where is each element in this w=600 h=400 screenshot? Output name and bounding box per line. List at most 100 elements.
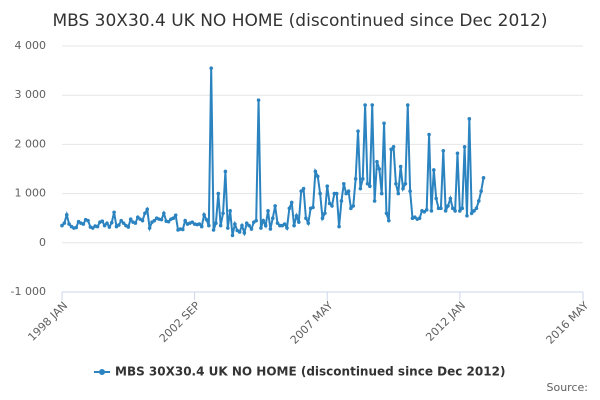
y-tick-label: 0: [39, 236, 46, 249]
point: [199, 224, 204, 229]
chart-title: MBS 30X30.4 UK NO HOME (discontinued sin…: [52, 11, 547, 31]
point: [64, 212, 69, 217]
point: [202, 212, 206, 217]
point: [427, 132, 431, 137]
point: [368, 184, 372, 189]
point: [379, 191, 384, 196]
point: [207, 223, 211, 228]
point: [304, 216, 308, 220]
point: [211, 228, 216, 232]
x-tick-label: 2002 SEP: [157, 299, 203, 345]
point: [434, 196, 438, 201]
point: [282, 222, 287, 226]
point: [469, 211, 474, 216]
point: [363, 103, 367, 107]
point: [216, 191, 221, 196]
point: [268, 227, 273, 231]
point: [166, 219, 171, 224]
point: [140, 218, 145, 223]
point: [190, 220, 195, 224]
point: [432, 168, 436, 172]
point: [344, 191, 348, 196]
point: [474, 206, 479, 211]
point: [223, 169, 228, 174]
point: [299, 189, 303, 193]
point: [351, 204, 356, 208]
point: [462, 145, 467, 149]
point: [292, 223, 296, 228]
point: [424, 208, 429, 212]
point: [455, 151, 460, 156]
y-tick-label: 4 000: [15, 39, 47, 52]
point: [218, 223, 223, 228]
point: [74, 225, 79, 230]
point: [256, 98, 261, 102]
point: [135, 215, 140, 220]
point: [128, 217, 133, 221]
point: [443, 209, 448, 213]
point: [275, 221, 280, 225]
point: [450, 206, 455, 211]
point: [171, 216, 176, 220]
source: Source:: [547, 381, 589, 394]
point: [270, 216, 275, 220]
point: [327, 201, 332, 206]
point: [183, 218, 187, 223]
point: [460, 206, 465, 211]
point: [230, 233, 235, 238]
point: [294, 213, 299, 218]
legend-marker: [99, 369, 105, 375]
point: [439, 206, 443, 211]
point: [465, 213, 469, 218]
point: [387, 218, 391, 223]
point: [320, 216, 325, 220]
point: [408, 189, 412, 193]
point: [311, 205, 315, 210]
point: [204, 217, 209, 222]
point: [266, 209, 270, 213]
point: [417, 216, 422, 220]
point: [301, 186, 306, 191]
point: [382, 121, 386, 126]
point: [370, 103, 375, 107]
point: [334, 191, 339, 196]
point: [225, 226, 230, 230]
point: [337, 224, 341, 229]
point: [180, 227, 185, 232]
point: [117, 223, 121, 227]
point: [81, 222, 86, 226]
point: [356, 129, 360, 133]
point: [330, 204, 334, 208]
x-tick-label: 2007 MAY: [288, 299, 336, 347]
point: [287, 206, 292, 211]
point: [422, 210, 427, 214]
point: [315, 174, 320, 179]
point: [365, 181, 370, 186]
point: [152, 218, 157, 223]
point: [145, 207, 150, 212]
point: [389, 147, 393, 152]
point: [413, 215, 417, 220]
point: [119, 218, 124, 223]
point: [60, 223, 64, 228]
point: [306, 221, 311, 225]
point: [100, 219, 105, 223]
point: [453, 209, 457, 213]
point: [221, 211, 225, 216]
point: [228, 209, 232, 213]
point: [249, 227, 254, 231]
point: [318, 191, 322, 196]
point: [173, 213, 178, 218]
point: [346, 189, 351, 193]
point: [467, 117, 472, 121]
point: [441, 148, 446, 153]
point: [162, 211, 166, 216]
point: [237, 230, 242, 234]
x-tick-label: 2016 MAY: [544, 299, 592, 347]
y-tick-label: 2 000: [15, 137, 47, 150]
point: [289, 200, 294, 205]
point: [472, 209, 476, 213]
point: [391, 145, 396, 149]
point: [244, 221, 249, 225]
